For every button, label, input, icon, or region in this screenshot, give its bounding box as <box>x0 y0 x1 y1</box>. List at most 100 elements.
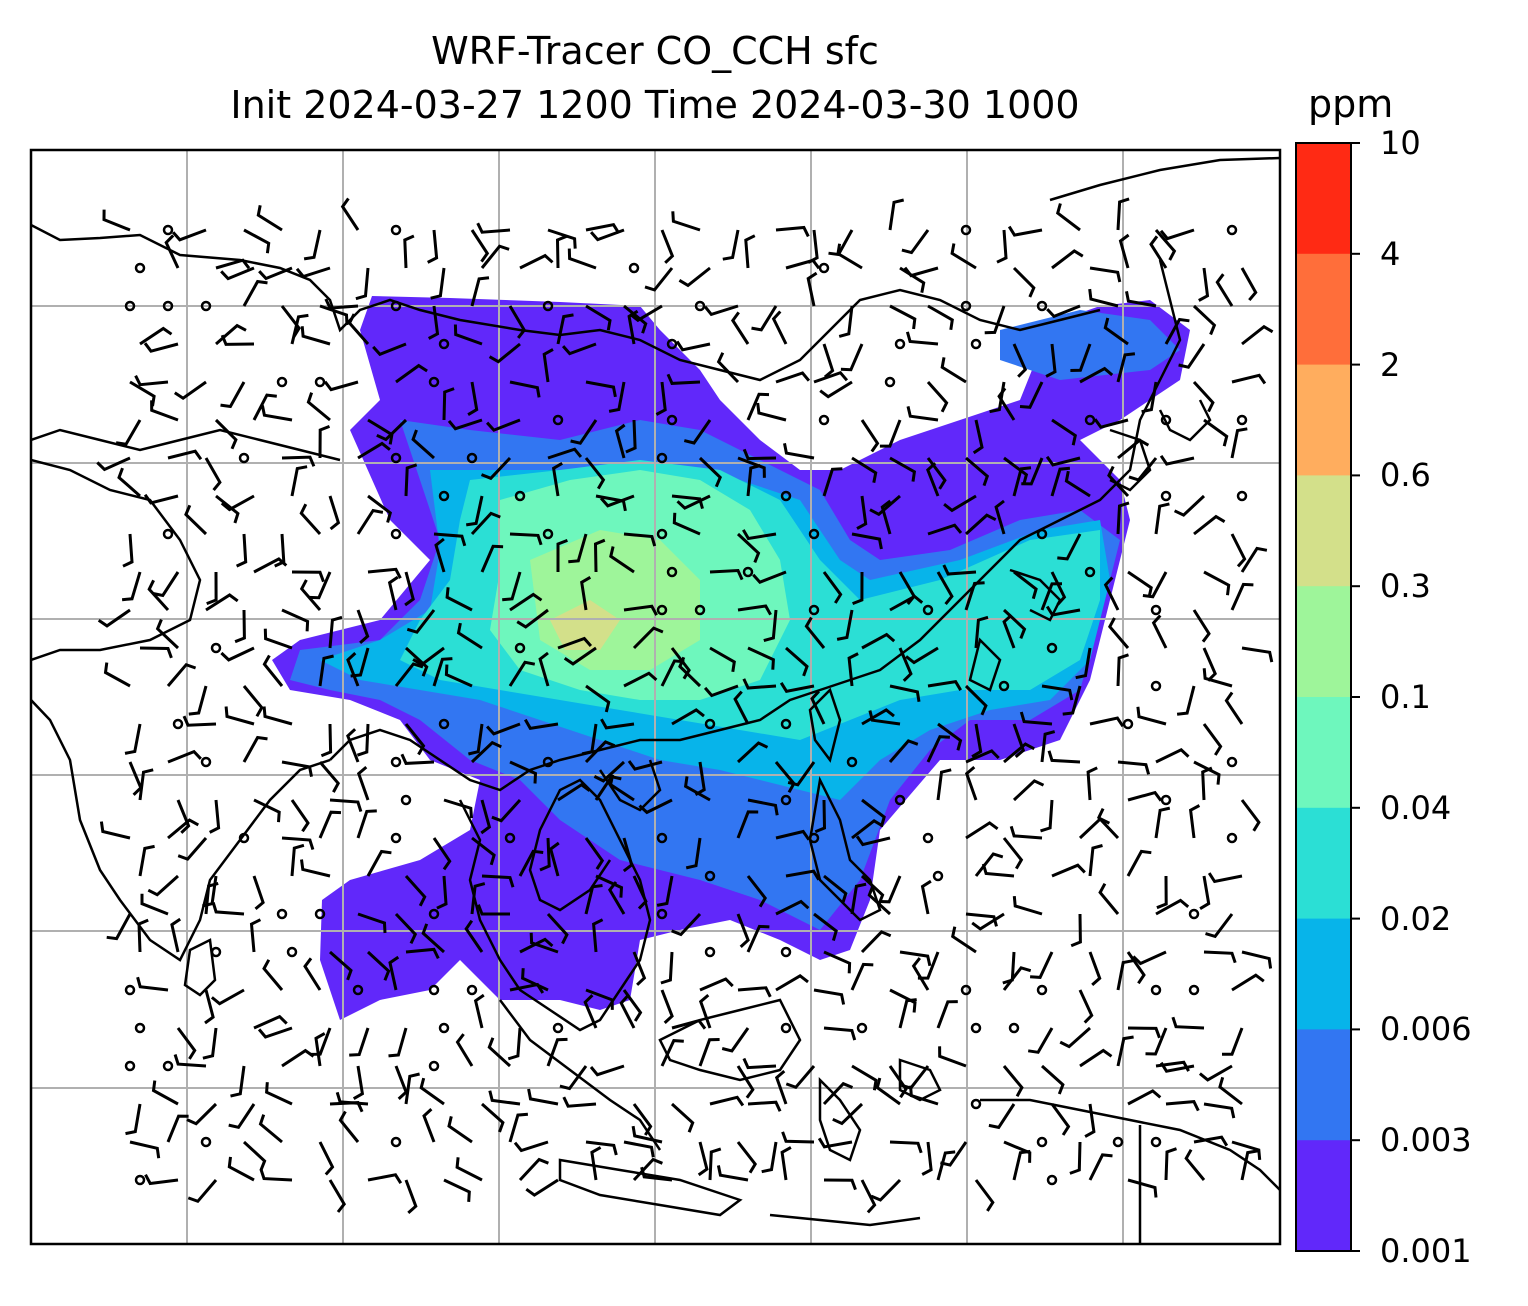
wind-barb <box>258 266 293 281</box>
wind-barb <box>671 912 702 937</box>
wind-barb <box>678 656 702 688</box>
wind-barb <box>585 684 611 713</box>
wind-barb <box>147 579 170 612</box>
wind-barb <box>733 690 750 725</box>
wind-barb <box>128 761 143 796</box>
wind-barb <box>366 849 392 877</box>
wind-barb <box>926 381 949 413</box>
calm-marker <box>922 832 934 844</box>
wind-barb <box>746 924 770 953</box>
wind-barb <box>1241 324 1274 346</box>
wind-barb <box>632 875 648 910</box>
wind-barb <box>138 768 154 801</box>
wind-barb <box>1046 304 1081 319</box>
wind-barb <box>583 994 598 1029</box>
wind-barb <box>709 1095 745 1107</box>
wind-barb <box>102 209 131 232</box>
wind-barb <box>785 869 821 881</box>
calm-marker <box>960 984 972 996</box>
wind-barb <box>1007 225 1043 237</box>
wind-barb <box>187 1179 218 1204</box>
wind-barb <box>468 723 484 756</box>
wind-barb <box>1159 454 1195 466</box>
colorbar-tick-label: 4 <box>1380 234 1401 273</box>
wind-barb <box>432 657 453 687</box>
wind-barb <box>125 1103 142 1136</box>
wind-barb <box>775 899 810 916</box>
wind-barb <box>406 609 436 634</box>
wind-barb <box>295 266 331 279</box>
wind-barb <box>1132 950 1167 966</box>
wind-barb <box>480 456 512 481</box>
wind-barb <box>1097 807 1120 840</box>
wind-barb <box>1107 465 1130 498</box>
colorbar-tick-label: 2 <box>1380 345 1401 384</box>
calm-marker <box>780 1022 792 1034</box>
wind-barb <box>563 646 597 666</box>
wind-barb <box>1045 455 1081 467</box>
wind-barb <box>964 684 988 716</box>
wind-barb <box>625 419 637 454</box>
wind-barb <box>861 632 896 650</box>
calm-marker <box>1150 604 1162 616</box>
wind-barb <box>455 1157 483 1182</box>
calm-marker <box>656 452 668 464</box>
wind-barb <box>258 1114 283 1144</box>
wind-barb <box>996 229 1008 264</box>
wind-barb <box>1088 951 1102 987</box>
wind-barb <box>1088 844 1103 877</box>
wind-barb <box>97 608 131 628</box>
wind-barb <box>259 1168 293 1182</box>
wind-barb <box>1012 466 1032 497</box>
wind-barb <box>291 570 325 583</box>
wind-barb <box>357 441 391 460</box>
wind-barb <box>1003 742 1035 764</box>
wind-barb <box>746 464 761 497</box>
wind-barb <box>1173 494 1206 517</box>
calm-marker <box>780 718 792 730</box>
calm-marker <box>666 338 678 350</box>
calm-marker <box>1008 1022 1020 1034</box>
calm-marker <box>1188 984 1200 996</box>
calm-marker <box>628 262 640 274</box>
wind-barb <box>134 375 169 387</box>
colorbar-band <box>1296 143 1351 255</box>
wind-barb <box>823 950 852 974</box>
map-plot-area <box>31 150 1280 1244</box>
wind-barb <box>513 1140 549 1153</box>
wind-barb <box>850 882 867 915</box>
wind-barb <box>763 609 778 643</box>
calm-marker <box>960 300 972 312</box>
calm-marker <box>466 452 478 464</box>
wind-barb <box>632 626 664 650</box>
wind-barb <box>320 723 333 758</box>
wind-barb <box>121 571 142 602</box>
calm-marker <box>276 376 288 388</box>
wind-barb <box>1145 1027 1168 1056</box>
wind-barb <box>971 723 983 758</box>
wind-barb <box>888 1065 908 1099</box>
wind-barb <box>1192 380 1215 413</box>
wind-barb <box>421 923 446 954</box>
wind-barb <box>1231 973 1265 992</box>
colorbar-tick-label: 0.001 <box>1380 1232 1472 1270</box>
calm-marker <box>1112 1136 1124 1148</box>
wind-barb <box>683 419 712 445</box>
wind-barb <box>860 930 892 954</box>
calm-marker <box>514 642 526 654</box>
wind-barb <box>447 1116 473 1144</box>
wind-barb <box>1230 533 1247 568</box>
wind-barb <box>547 447 583 460</box>
wind-barb <box>936 571 954 606</box>
calm-marker <box>694 300 706 312</box>
wind-barb <box>1125 291 1157 308</box>
calm-marker <box>134 1174 146 1186</box>
wind-barb <box>1184 1148 1206 1181</box>
wind-barb <box>721 1027 750 1053</box>
wind-barb <box>243 228 271 254</box>
wind-barb <box>1176 685 1196 716</box>
wind-barb <box>481 874 515 888</box>
wind-barb <box>1050 571 1067 606</box>
wind-barb <box>1051 249 1084 270</box>
wind-barb <box>593 760 626 783</box>
